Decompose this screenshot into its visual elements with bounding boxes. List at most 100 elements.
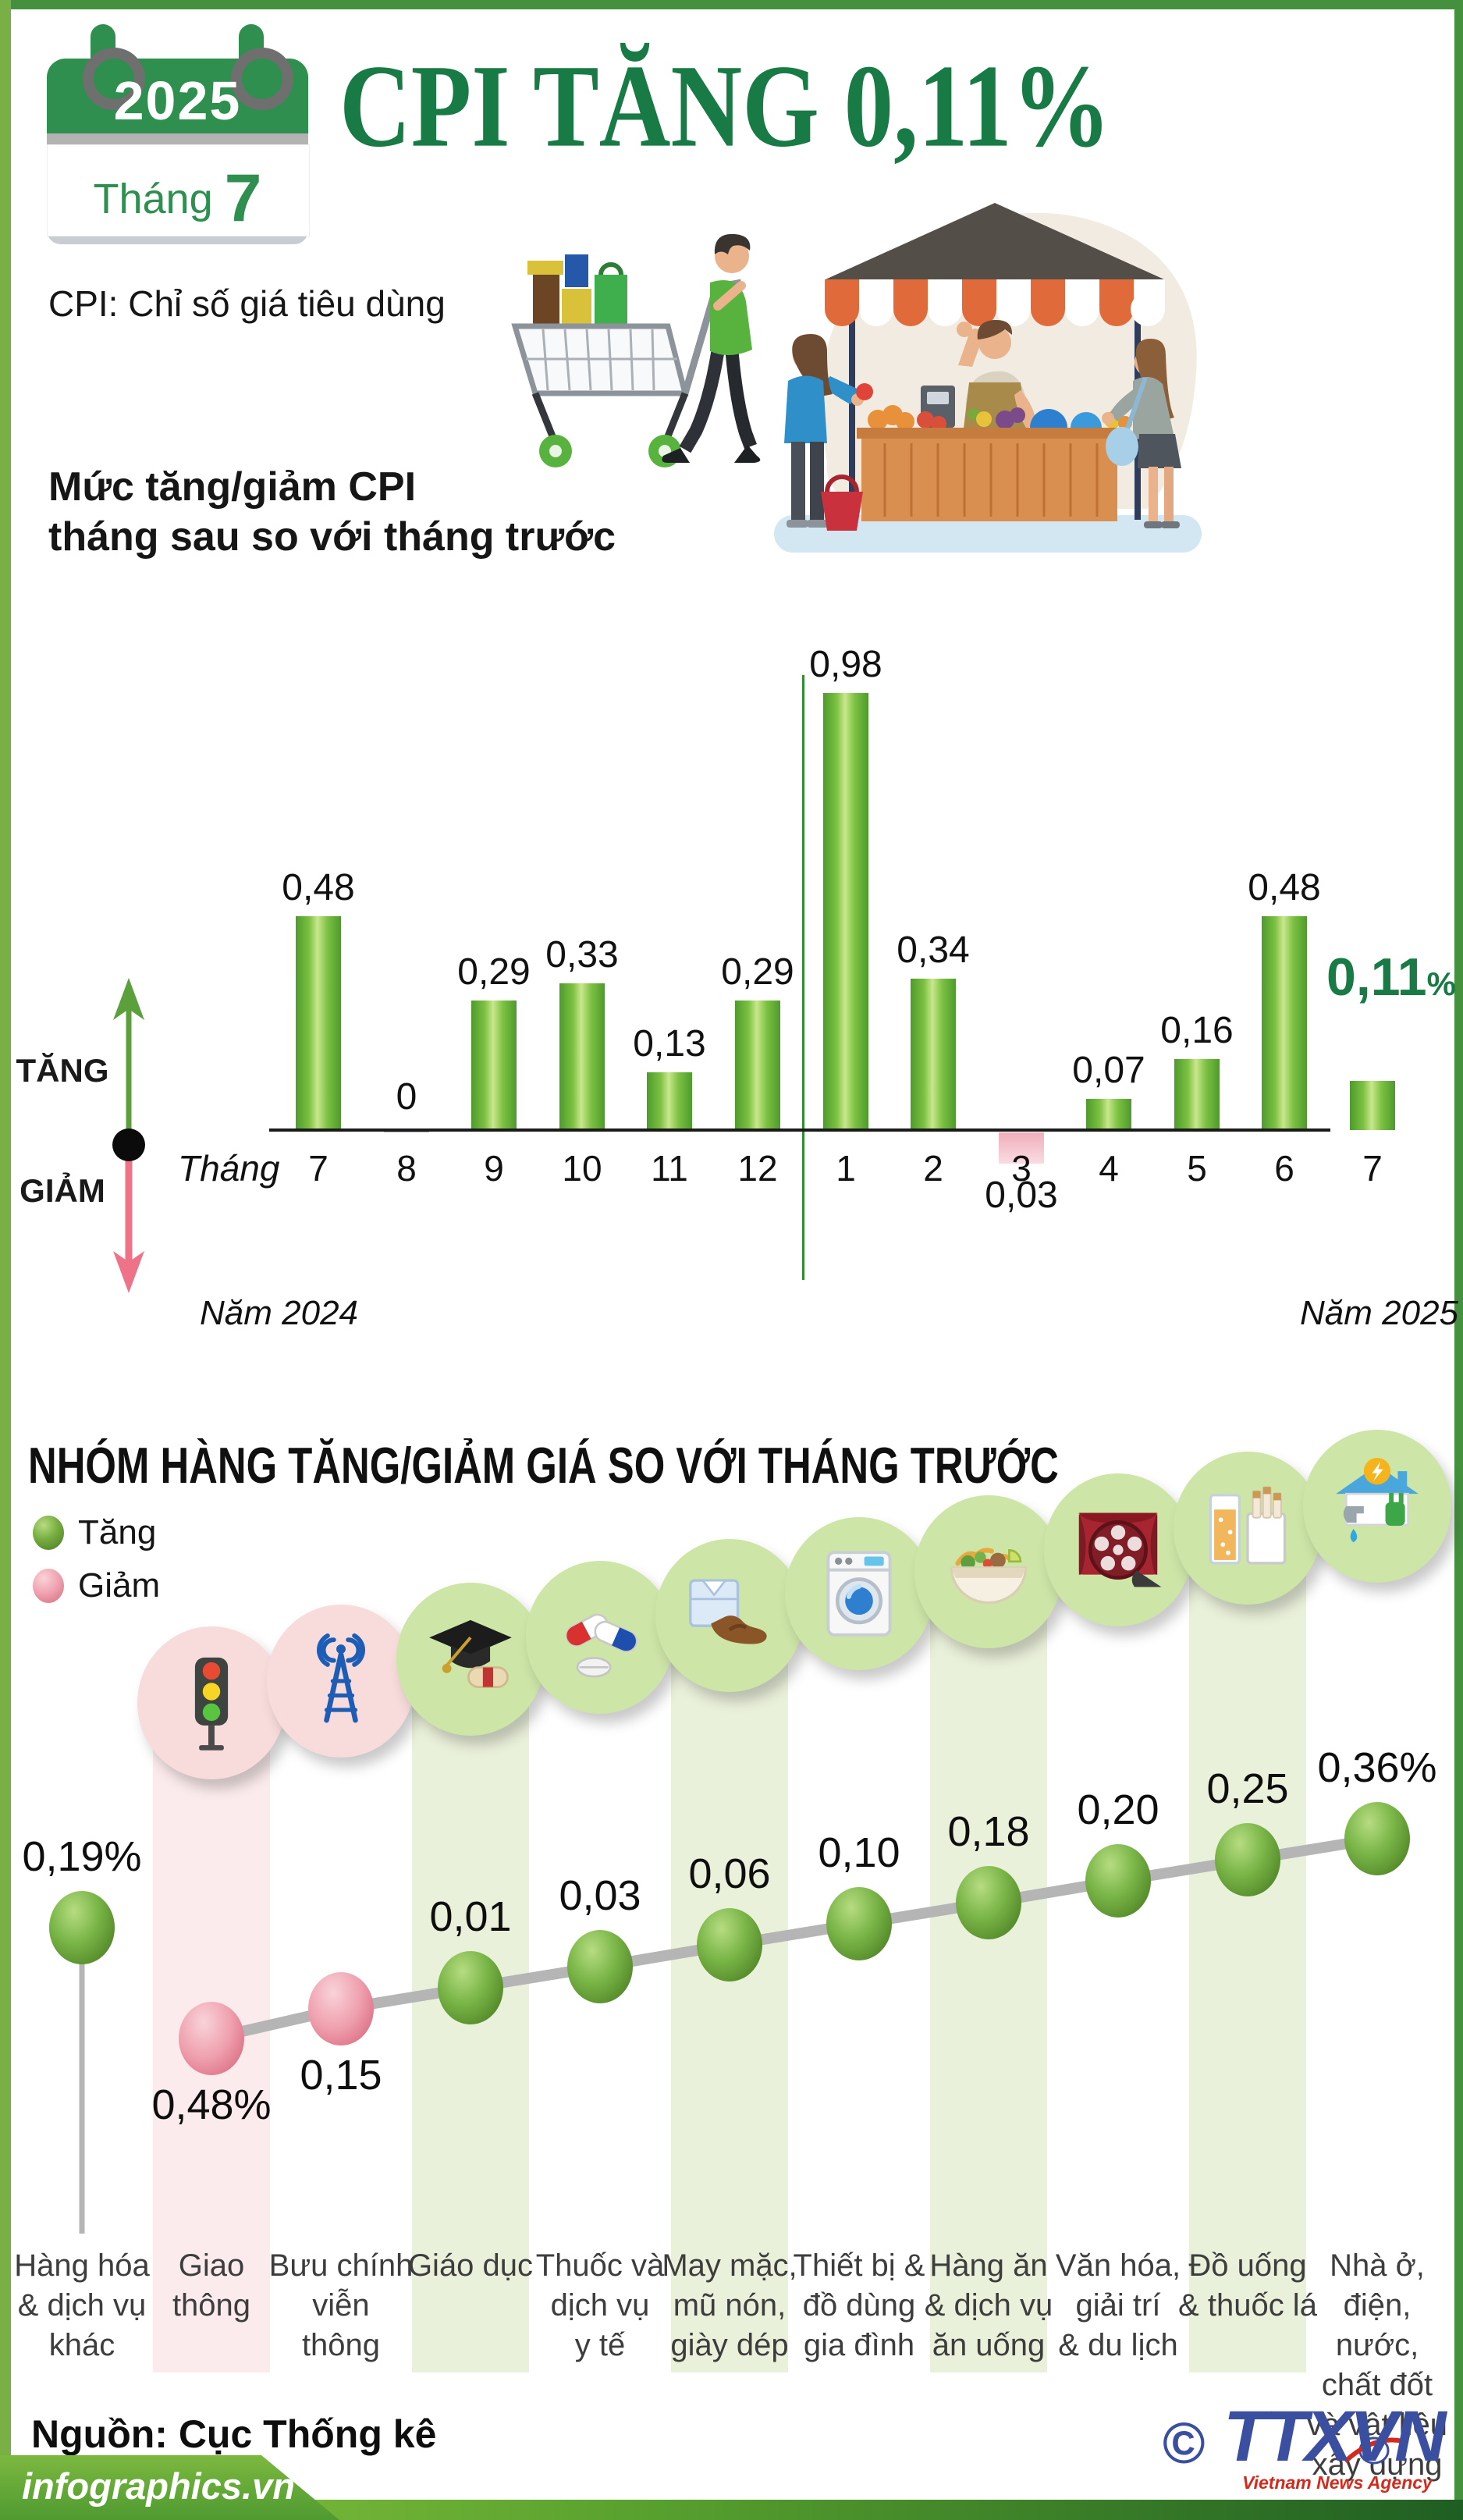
- bar-month-6: [1262, 916, 1307, 1130]
- category-label: Hàng ăn & dịch vụ ăn uống: [924, 2248, 1053, 2362]
- ttxvn-logo: © TTXVN Vietnam News Agency: [1163, 2396, 1451, 2493]
- value-label: 0,03: [559, 1872, 641, 1919]
- month-tick-label: 2: [923, 1148, 943, 1189]
- month-tick-label: 5: [1187, 1148, 1207, 1189]
- x-axis-line: [269, 1128, 1330, 1132]
- value-label: 0,15: [300, 2052, 382, 2099]
- category-label: Thuốc và dịch vụ y tế: [535, 2248, 665, 2362]
- bar-month-2: [911, 979, 956, 1130]
- bar-value-label: 0,48: [282, 867, 355, 908]
- category-label: Giao thông: [172, 2248, 251, 2323]
- value-label: 0,10: [818, 1829, 900, 1876]
- bar-month-1: [823, 693, 868, 1130]
- legend-item-up: Tăng: [33, 1513, 157, 1551]
- globe-orbit-icon: [1343, 2436, 1404, 2465]
- value-label: 0,01: [429, 1893, 512, 1940]
- month-tick-label: 4: [1099, 1148, 1119, 1189]
- bar-value-label: 0,11%: [1326, 947, 1456, 1007]
- bar-value-label: 0,03: [985, 1175, 1058, 1216]
- drinks-tobacco-icon: [1174, 1452, 1322, 1605]
- medicine-icon: [526, 1561, 674, 1714]
- food-bowl-icon: [914, 1495, 1063, 1648]
- shopping-cart-icon: [511, 254, 742, 467]
- value-dot: [697, 1908, 762, 1982]
- shopper-figure: [662, 233, 761, 463]
- month-tick-label: 8: [396, 1148, 417, 1189]
- housing-utilities-icon: [1303, 1430, 1451, 1583]
- month-tick-label: 9: [484, 1148, 504, 1189]
- category-band: [1189, 1528, 1306, 2372]
- year-divider-line: [802, 675, 804, 1280]
- value-dot: [49, 1891, 115, 1964]
- value-dot: [956, 1866, 1021, 1939]
- bar-month-4: [1086, 1099, 1131, 1130]
- month-tick-label: 11: [651, 1148, 688, 1189]
- value-dot: [826, 1887, 892, 1960]
- category-label: May mặc, mũ nón, giày dép: [662, 2248, 797, 2362]
- page-title: CPI TĂNG 0,11%: [339, 40, 1111, 172]
- customer-left-figure: [784, 334, 873, 531]
- giam-label: GIẢM: [20, 1172, 105, 1209]
- month-tick-label: 10: [562, 1148, 602, 1189]
- value-dot: [567, 1930, 633, 2003]
- month-tick-label: 7: [1362, 1148, 1383, 1189]
- bar-month-9: [471, 1001, 517, 1130]
- calendar-divider: [47, 133, 308, 144]
- bar-value-label: 0,16: [1160, 1010, 1234, 1051]
- bar-month-12: [735, 1001, 780, 1130]
- tang-label: TĂNG: [16, 1052, 109, 1089]
- legend-up-label: Tăng: [78, 1513, 157, 1551]
- month-tick-label: 12: [737, 1148, 778, 1189]
- month-tick-label: 3: [1011, 1148, 1032, 1189]
- value-label: 0,48%: [151, 2081, 272, 2128]
- x-axis-label: Tháng: [178, 1148, 280, 1189]
- site-name: infographics.vn: [22, 2465, 295, 2507]
- bar-value-label: 0,98: [809, 644, 882, 685]
- graduation-cap-icon: [396, 1583, 545, 1736]
- frame-right-border: [1454, 0, 1463, 2520]
- frame-top-border: [0, 0, 1463, 9]
- value-dot: [1344, 1802, 1410, 1875]
- category-label: Văn hóa, giải trí & du lịch: [1055, 2248, 1181, 2362]
- value-dot: [308, 1972, 374, 2046]
- bar-month-5: [1174, 1059, 1220, 1130]
- agency-subtitle: Vietnam News Agency: [1242, 2472, 1433, 2493]
- value-label: 0,06: [688, 1850, 771, 1897]
- clothing-icon: [655, 1539, 804, 1692]
- calendar-icon: 2025 Tháng 7: [47, 24, 310, 244]
- legend-down-label: Giảm: [78, 1566, 161, 1605]
- agency-name: TTXVN: [1223, 2397, 1447, 2476]
- value-dot: [1215, 1823, 1280, 1896]
- frame-left-border: [0, 0, 11, 2520]
- category-band: [930, 1572, 1047, 2372]
- awning-icon: [825, 279, 1165, 326]
- bar-chart-title: Mức tăng/giảm CPI tháng sau so với tháng…: [48, 462, 616, 562]
- legend-down-dot-icon: [33, 1569, 64, 1603]
- telecom-tower-icon: [267, 1605, 415, 1758]
- value-label: 0,20: [1077, 1786, 1159, 1833]
- bar-value-label: 0,34: [897, 929, 970, 971]
- shopping-market-illustration: [511, 203, 1202, 553]
- calendar-month: Tháng 7: [47, 160, 308, 237]
- category-label: Bưu chính viễn thông: [268, 2248, 414, 2362]
- bar-value-label: 0,29: [457, 951, 531, 993]
- value-dot: [438, 1951, 503, 2024]
- up-down-arrow-icon: [112, 978, 145, 1293]
- legend-up-dot-icon: [33, 1516, 64, 1550]
- section2-title: NHÓM HÀNG TĂNG/GIẢM GIÁ SO VỚI THÁNG TRƯ…: [28, 1438, 1059, 1495]
- calendar-month-number: 7: [224, 161, 262, 236]
- traffic-light-icon: [137, 1626, 286, 1779]
- bar-month-7: [296, 916, 341, 1130]
- calendar-year: 2025: [113, 70, 242, 131]
- value-label: 0,18: [947, 1808, 1030, 1855]
- category-label: Đồ uống & thuốc lá: [1178, 2248, 1317, 2323]
- copyright-icon: ©: [1163, 2411, 1206, 2476]
- bar-month-10: [559, 983, 605, 1130]
- value-dot: [1085, 1844, 1151, 1918]
- month-tick-label: 6: [1274, 1148, 1294, 1189]
- bar-value-label: 0,13: [633, 1023, 706, 1065]
- month-tick-label: 1: [836, 1148, 856, 1189]
- value-label: 0,19%: [22, 1833, 142, 1880]
- category-band: [671, 1615, 788, 2372]
